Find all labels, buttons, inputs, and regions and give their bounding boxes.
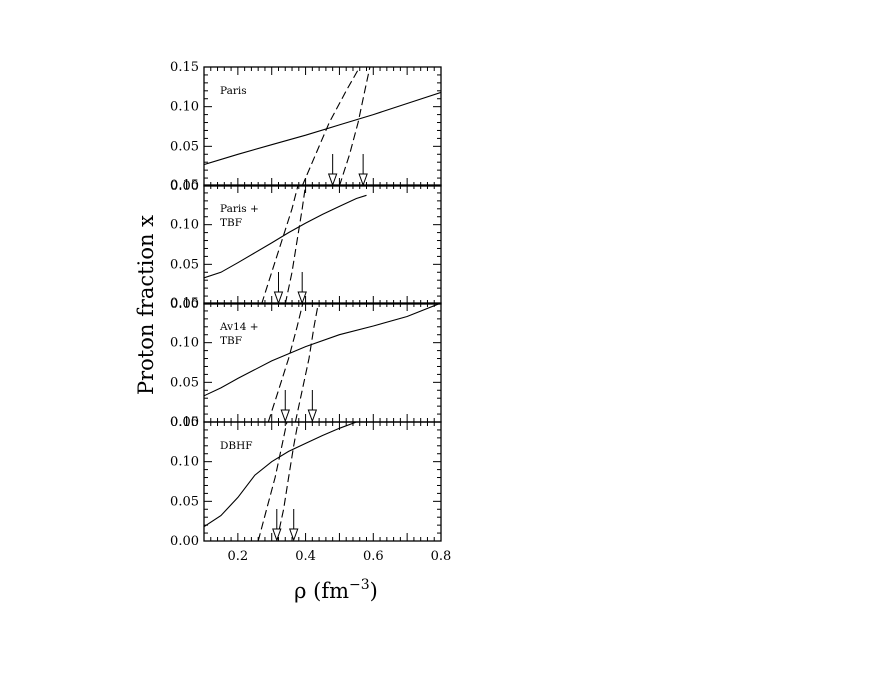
arrow-head bbox=[289, 528, 299, 542]
x-axis: 0.2 0.4 0.6 0.8 bbox=[228, 549, 452, 564]
dashed-curve-2 bbox=[294, 303, 319, 422]
y-tick-label: 0.15 bbox=[170, 178, 199, 193]
y-tick-label: 0.05 bbox=[170, 494, 199, 509]
threshold-arrow bbox=[289, 509, 299, 542]
panel-frame bbox=[203, 66, 442, 187]
dashed-curve-1 bbox=[301, 67, 361, 186]
y-tick-label: 0.10 bbox=[170, 218, 199, 233]
panel-frame bbox=[203, 421, 442, 542]
x-tick-label: 0.4 bbox=[295, 549, 316, 564]
x-axis-title-main: ρ (fm bbox=[294, 579, 349, 603]
arrow-head bbox=[273, 291, 284, 305]
threshold-arrow bbox=[272, 509, 282, 542]
panel-label: Paris bbox=[220, 85, 247, 97]
y-tick-label: 0.05 bbox=[170, 375, 199, 390]
solid-curve bbox=[204, 91, 441, 166]
panel-label: Av14 + bbox=[219, 321, 259, 333]
dashed-curve-2 bbox=[284, 185, 307, 304]
arrow-head bbox=[327, 173, 338, 187]
panel-2: 0.00 0.05 0.10 0.15 Paris + TBF bbox=[170, 178, 442, 312]
y-tick-label: 0.05 bbox=[170, 257, 199, 272]
panel-label: Paris + bbox=[220, 203, 259, 215]
threshold-arrow bbox=[327, 154, 338, 187]
threshold-arrow bbox=[297, 272, 307, 305]
arrow-head bbox=[272, 528, 282, 542]
arrow-head bbox=[280, 409, 290, 423]
threshold-arrow bbox=[307, 390, 318, 423]
y-tick-label: 0.10 bbox=[170, 100, 199, 115]
x-axis-title: ρ (fm−3) bbox=[294, 577, 378, 603]
x-axis-title-close: ) bbox=[370, 579, 378, 603]
x-tick-label: 0.6 bbox=[363, 549, 384, 564]
y-tick-label: 0.00 bbox=[170, 179, 199, 194]
panel-1: 0.00 0.05 0.10 0.15 Paris bbox=[170, 60, 442, 194]
panel-4: 0.00 0.05 0.10 0.15 DBHF bbox=[170, 415, 442, 549]
arrow-head bbox=[307, 409, 318, 423]
y-tick-label: 0.15 bbox=[170, 60, 199, 75]
dashed-curve-1 bbox=[257, 422, 288, 541]
y-tick-label: 0.15 bbox=[170, 296, 199, 311]
threshold-arrow bbox=[358, 154, 368, 187]
dashed-curve-2 bbox=[276, 422, 299, 541]
dashed-curve-1 bbox=[261, 185, 299, 304]
x-axis-title-sup: −3 bbox=[349, 577, 370, 593]
panel-3: 0.00 0.05 0.10 0.15 Av14 + TBF bbox=[170, 296, 442, 430]
solid-curve bbox=[204, 303, 441, 397]
solid-curve bbox=[204, 422, 357, 528]
dashed-curve-1 bbox=[267, 303, 304, 422]
y-axis-title: Proton fraction x bbox=[134, 215, 158, 395]
threshold-arrow bbox=[273, 272, 284, 305]
panel-label: TBF bbox=[220, 217, 242, 229]
y-tick-label: 0.05 bbox=[170, 139, 199, 154]
x-tick-label: 0.8 bbox=[431, 549, 452, 564]
arrow-head bbox=[358, 173, 368, 187]
panel-label: TBF bbox=[220, 335, 242, 347]
y-tick-label: 0.10 bbox=[170, 336, 199, 351]
y-tick-label: 0.00 bbox=[170, 297, 199, 312]
dashed-curve-2 bbox=[338, 67, 371, 186]
y-tick-label: 0.00 bbox=[170, 415, 199, 430]
y-tick-label: 0.00 bbox=[170, 534, 199, 549]
threshold-arrow bbox=[280, 390, 290, 423]
y-tick-label: 0.10 bbox=[170, 455, 199, 470]
x-tick-label: 0.2 bbox=[228, 549, 249, 564]
panels-group: 0.00 0.05 0.10 0.15 Paris 0.00 0.05 0.10 0.15 Par… bbox=[170, 60, 442, 549]
y-tick-label: 0.15 bbox=[170, 415, 199, 430]
panel-label: DBHF bbox=[220, 440, 253, 452]
panel-frame bbox=[203, 184, 442, 305]
arrow-head bbox=[297, 291, 307, 305]
solid-curve bbox=[204, 194, 367, 279]
